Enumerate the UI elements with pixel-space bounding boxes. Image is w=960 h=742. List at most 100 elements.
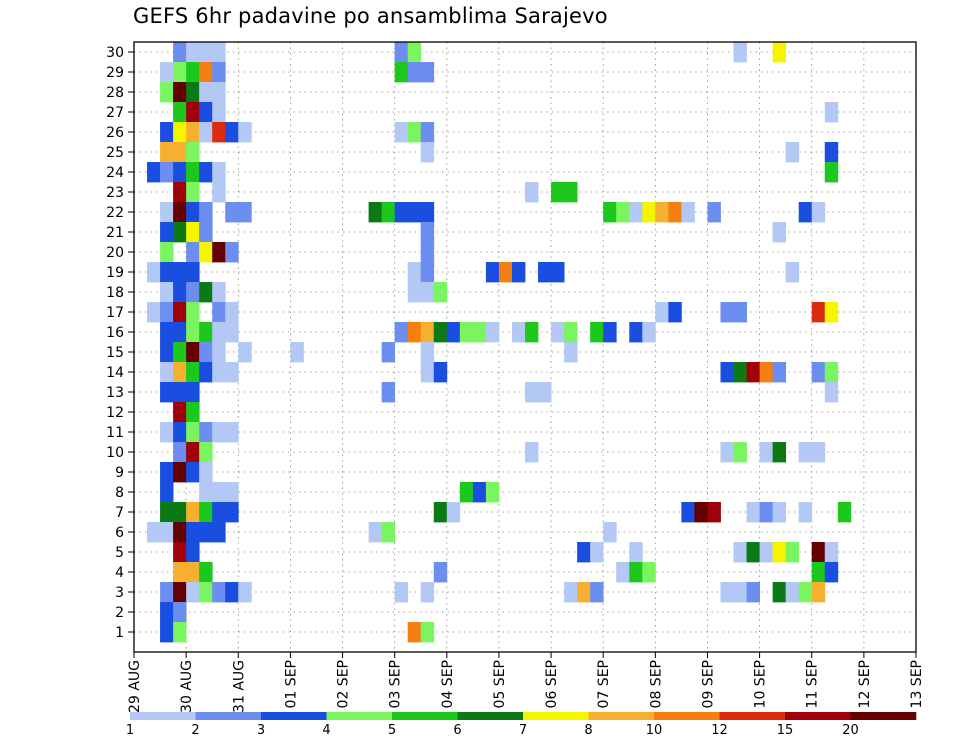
heatmap-cell (564, 342, 578, 363)
heatmap-cell (173, 262, 187, 283)
heatmap-cell (394, 202, 409, 223)
heatmap-cell (746, 542, 760, 563)
heatmap-cell (238, 582, 252, 603)
y-tick-label: 15 (106, 345, 124, 361)
y-tick-label: 18 (106, 285, 124, 301)
heatmap-cell (368, 202, 383, 223)
x-tick-label: 03 SEP (388, 660, 404, 708)
y-tick-label: 13 (106, 385, 124, 401)
heatmap-cell (759, 542, 774, 563)
heatmap-cell (733, 362, 747, 383)
heatmap-cell (485, 482, 500, 503)
heatmap-cell (394, 122, 409, 143)
heatmap-cell (785, 142, 800, 163)
heatmap-cell (225, 322, 239, 343)
heatmap-cell (811, 302, 826, 323)
heatmap-cell (577, 582, 591, 603)
heatmap-cell (564, 182, 578, 203)
heatmap-cell (407, 62, 422, 83)
heatmap-cell (368, 522, 383, 543)
y-tick-label: 25 (106, 145, 124, 161)
heatmap-cell (199, 282, 213, 303)
heatmap-cell (420, 322, 435, 343)
heatmap-cell (551, 262, 565, 283)
x-tick-label: 13 SEP (909, 660, 925, 708)
heatmap-cell (212, 482, 226, 503)
heatmap-cell (173, 382, 187, 403)
heatmap-cell (798, 202, 813, 223)
heatmap-cell (238, 342, 252, 363)
legend-level-label: 8 (584, 723, 592, 738)
heatmap-cell (186, 162, 200, 183)
heatmap-cell (772, 582, 787, 603)
heatmap-cell (173, 322, 187, 343)
heatmap-cell (394, 42, 409, 63)
heatmap-cell (785, 262, 800, 283)
heatmap-cell (420, 222, 435, 243)
heatmap-cell (173, 442, 187, 463)
x-tick-label: 02 SEP (336, 660, 352, 708)
y-tick-label: 26 (106, 125, 124, 141)
heatmap-cell (186, 102, 200, 123)
y-tick-label: 9 (115, 465, 124, 481)
heatmap-cell (186, 182, 200, 203)
heatmap-cell (694, 502, 708, 523)
heatmap-cell (212, 242, 226, 263)
heatmap-cell (186, 382, 200, 403)
heatmap-cell (603, 522, 617, 543)
x-tick-label: 07 SEP (596, 660, 612, 708)
heatmap-cell (199, 462, 213, 483)
y-tick-label: 29 (106, 65, 124, 81)
heatmap-cell (199, 582, 213, 603)
legend-level-label: 20 (842, 723, 859, 738)
heatmap-cell (173, 282, 187, 303)
heatmap-cell (603, 202, 617, 223)
heatmap-cell (186, 322, 200, 343)
heatmap-cell (733, 302, 747, 323)
heatmap-cell (746, 362, 760, 383)
heatmap-cell (772, 502, 787, 523)
heatmap-cell (160, 162, 174, 183)
heatmap-cell (186, 82, 200, 103)
heatmap-cell (655, 202, 669, 223)
heatmap-cell (759, 442, 774, 463)
x-tick-label: 04 SEP (440, 660, 456, 708)
x-tick-labels: 29 AUG 30 AUG 31 AUG 01 SEP 02 SEP 03 SEP 04 S… (127, 660, 925, 713)
y-tick-label: 30 (106, 45, 124, 61)
heatmap-cell (420, 122, 435, 143)
heatmap-cell (525, 182, 539, 203)
y-tick-label: 2 (115, 605, 124, 621)
y-tick-label: 19 (106, 265, 124, 281)
heatmap-cell (668, 202, 682, 223)
heatmap-cell (173, 542, 187, 563)
legend-color-swatch (523, 712, 589, 720)
heatmap-cell (173, 122, 187, 143)
heatmap-cell (420, 622, 435, 643)
heatmap-cell (212, 62, 226, 83)
heatmap-cell (225, 582, 239, 603)
heatmap-cell (511, 322, 526, 343)
heatmap-cell (603, 322, 617, 343)
legend-color-swatch (392, 712, 458, 720)
heatmap-cell (420, 282, 435, 303)
heatmap-cell (824, 382, 839, 403)
heatmap-cell (485, 322, 500, 343)
heatmap-cell (225, 482, 239, 503)
heatmap-cell (186, 542, 200, 563)
heatmap-cell (212, 102, 226, 123)
heatmap-cell (642, 322, 656, 343)
heatmap-cell (186, 122, 200, 143)
heatmap-cell (381, 342, 396, 363)
heatmap-cell (186, 362, 200, 383)
heatmap-cell (173, 42, 187, 63)
heatmap-cell (824, 542, 839, 563)
heatmap-cell (407, 122, 422, 143)
heatmap-cell (160, 582, 174, 603)
heatmap-cell (212, 582, 226, 603)
heatmap-cell (160, 482, 174, 503)
heatmap-cell (173, 462, 187, 483)
legend-level-label: 2 (191, 723, 199, 738)
heatmap-cell (290, 342, 304, 363)
heatmap-cell (824, 362, 839, 383)
heatmap-cell (212, 122, 226, 143)
